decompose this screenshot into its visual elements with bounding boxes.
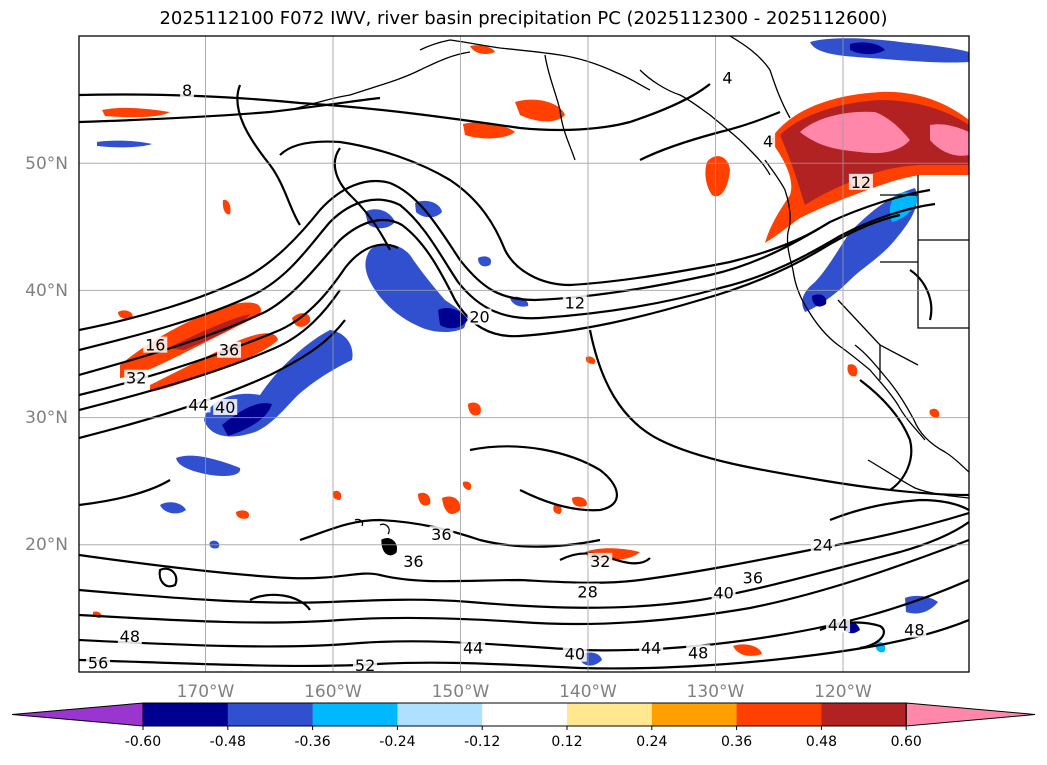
contour-label-bg <box>213 398 238 415</box>
contour-label-bg <box>180 82 195 99</box>
contour-label: 48 <box>688 643 708 662</box>
contour-label-bg <box>124 369 149 386</box>
contour-label: 44 <box>188 395 208 414</box>
contour-label-bg <box>401 552 426 569</box>
contour-label: 36 <box>743 568 763 587</box>
lat-label-30n: 30°N <box>25 408 68 428</box>
contour-label: 16 <box>145 336 165 355</box>
colorbar: -0.60 -0.48 -0.36 -0.24 -0.12 0.12 0.24 0.36 0.4… <box>11 702 1036 750</box>
contour-label-bg <box>217 341 242 358</box>
contour-label: 12 <box>851 173 871 192</box>
contour-label-bg <box>810 536 835 553</box>
contour-label: 48 <box>904 621 924 640</box>
contour-label: 44 <box>463 638 483 657</box>
contour-label-bg <box>353 657 378 672</box>
contour-label: 24 <box>813 535 833 554</box>
colorbar-tick-label: -0.36 <box>294 734 330 750</box>
contour-label: 8 <box>182 81 192 100</box>
contour-label-bg <box>740 569 765 586</box>
colorbar-segment <box>397 703 483 726</box>
contour-label-bg <box>461 639 486 656</box>
contour-label: 20 <box>469 308 489 327</box>
contour-label-bg <box>761 133 776 150</box>
contour-label-bg <box>588 552 613 569</box>
lon-label-170w: 170°W <box>177 682 235 702</box>
colorbar-tick-label: 0.24 <box>636 734 667 750</box>
colorbar-segment <box>567 703 653 726</box>
colorbar-segment <box>143 703 229 726</box>
contour-label-bg <box>639 639 664 656</box>
contour-label-bg <box>575 583 600 600</box>
map-title: 2025112100 F072 IWV, river basin precipi… <box>159 8 888 29</box>
lat-label-40n: 40°N <box>25 281 68 301</box>
contour-label: 52 <box>355 656 375 675</box>
contour-label: 36 <box>403 552 423 571</box>
contour-label-bg <box>143 336 168 353</box>
lat-label-50n: 50°N <box>25 154 68 174</box>
colorbar-tick-label: -0.24 <box>379 734 415 750</box>
contour-label-bg <box>720 69 735 86</box>
contour-label-bg <box>186 396 211 413</box>
contour-label: 4 <box>722 69 732 88</box>
lon-label-160w: 160°W <box>304 682 362 702</box>
contour-label-bg <box>117 627 142 644</box>
lon-label-140w: 140°W <box>559 682 617 702</box>
contour-label-bg <box>429 526 454 543</box>
contour-label-bg <box>562 294 587 311</box>
contour-label-bg <box>686 644 711 661</box>
colorbar-segment <box>821 703 907 726</box>
contour-label: 40 <box>713 584 733 603</box>
contour-label-bg <box>848 173 873 190</box>
colorbar-tick-label: -0.12 <box>464 734 500 750</box>
contour-label-bg <box>711 584 736 601</box>
colorbar-tick-label: -0.60 <box>125 734 161 750</box>
colorbar-frame <box>142 702 907 727</box>
colorbar-tick-label: 0.36 <box>721 734 752 750</box>
colorbar-over-extend <box>905 702 1036 727</box>
lon-label-130w: 130°W <box>687 682 745 702</box>
contour-label: 28 <box>577 582 597 601</box>
contour-label: 56 <box>88 654 108 673</box>
contour-label: 32 <box>590 552 610 571</box>
contour-label: 36 <box>431 525 451 544</box>
contour-label: 40 <box>565 645 585 664</box>
contour-label: 48 <box>120 627 140 646</box>
colorbar-tick-label: 0.12 <box>551 734 582 750</box>
contour-label: 32 <box>126 369 146 388</box>
colorbar-segment <box>651 703 738 726</box>
contour-label: 4 <box>763 132 773 151</box>
contour-label-bg <box>467 308 492 325</box>
colorbar-segment <box>482 703 568 726</box>
contour-label: 36 <box>219 341 239 360</box>
lon-label-150w: 150°W <box>432 682 490 702</box>
contour-label-bg <box>902 621 927 638</box>
contour-label: 12 <box>565 294 585 313</box>
colorbar-segment <box>227 703 314 726</box>
contour-label-bg <box>562 645 587 662</box>
contour-label: 44 <box>641 638 661 657</box>
coastlines <box>289 36 969 556</box>
colorbar-segment <box>312 703 398 726</box>
lat-label-20n: 20°N <box>25 535 68 555</box>
map-frame <box>78 35 970 673</box>
contour-label-bg <box>826 616 851 633</box>
colorbar-tick-label: 0.60 <box>891 734 922 750</box>
colorbar-under-extend <box>11 702 144 727</box>
colorbar-tick-label: 0.48 <box>806 734 837 750</box>
contour-label: 44 <box>828 615 848 634</box>
contour-label-bg <box>86 654 111 671</box>
colorbar-segment <box>736 703 822 726</box>
lon-label-120w: 120°W <box>814 682 872 702</box>
contour-label: 40 <box>215 398 235 417</box>
colorbar-tick-label: -0.48 <box>210 734 246 750</box>
